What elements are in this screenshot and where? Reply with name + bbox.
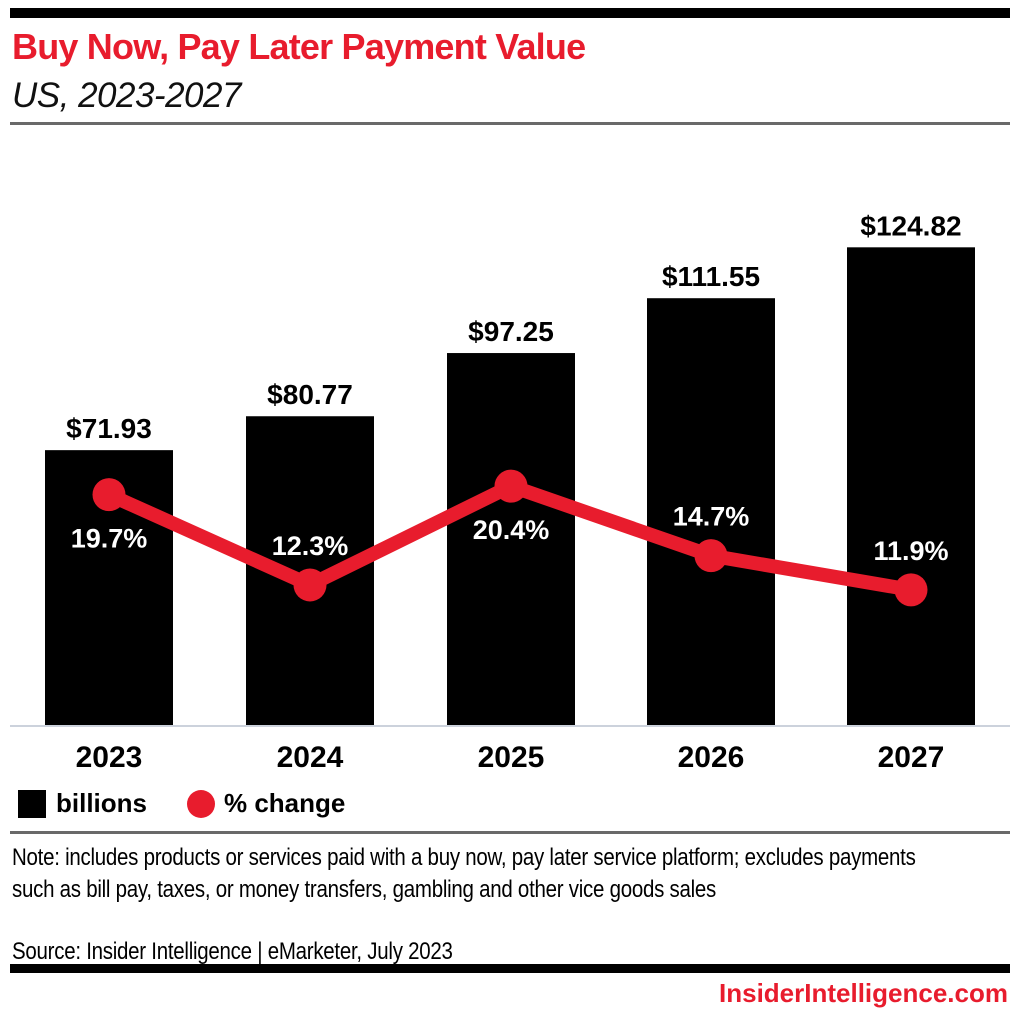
footnote-divider xyxy=(10,831,1010,834)
pct-change-dot-2026 xyxy=(694,539,728,573)
chart-subtitle: US, 2023-2027 xyxy=(12,76,241,115)
bar-2023 xyxy=(45,450,173,726)
pct-label-2025: 20.4% xyxy=(473,515,550,545)
legend-line-label: % change xyxy=(224,788,346,818)
pct-change-dot-2023 xyxy=(92,478,126,512)
value-label-2027: $124.82 xyxy=(860,210,961,241)
bottom-accent-bar xyxy=(10,964,1010,973)
year-label-2023: 2023 xyxy=(76,741,143,774)
year-label-2026: 2026 xyxy=(678,741,745,774)
value-label-2025: $97.25 xyxy=(468,316,554,347)
legend-bar-swatch xyxy=(18,789,46,818)
header-divider xyxy=(10,122,1010,125)
top-accent-bar xyxy=(10,8,1010,18)
bar-2024 xyxy=(246,416,374,726)
pct-label-2024: 12.3% xyxy=(272,531,349,561)
pct-label-2023: 19.7% xyxy=(71,524,148,554)
value-label-2023: $71.93 xyxy=(66,413,152,444)
year-label-2027: 2027 xyxy=(878,741,945,774)
pct-change-dot-2027 xyxy=(894,573,928,607)
bar-2027 xyxy=(847,247,975,726)
pct-change-dot-2025 xyxy=(494,469,528,503)
value-label-2026: $111.55 xyxy=(662,261,760,292)
year-label-2025: 2025 xyxy=(478,741,545,774)
year-label-2024: 2024 xyxy=(277,741,344,774)
chart-title: Buy Now, Pay Later Payment Value xyxy=(12,26,586,67)
note-text: Note: includes products or services paid… xyxy=(12,844,916,903)
bar-2025 xyxy=(447,353,575,726)
value-label-2024: $80.77 xyxy=(267,379,353,410)
pct-label-2027: 11.9% xyxy=(873,536,948,566)
bar-2026 xyxy=(647,298,775,726)
pct-change-dot-2024 xyxy=(293,568,327,602)
legend-bar-label: billions xyxy=(56,788,147,818)
source-text: Source: Insider Intelligence | eMarketer… xyxy=(12,938,453,965)
chart-legend: billions % change xyxy=(18,788,345,819)
legend-line-swatch xyxy=(187,789,215,818)
insider-intelligence-link[interactable]: InsiderIntelligence.com xyxy=(719,978,1008,1008)
pct-label-2026: 14.7% xyxy=(673,502,750,532)
pct-change-line xyxy=(102,479,918,597)
